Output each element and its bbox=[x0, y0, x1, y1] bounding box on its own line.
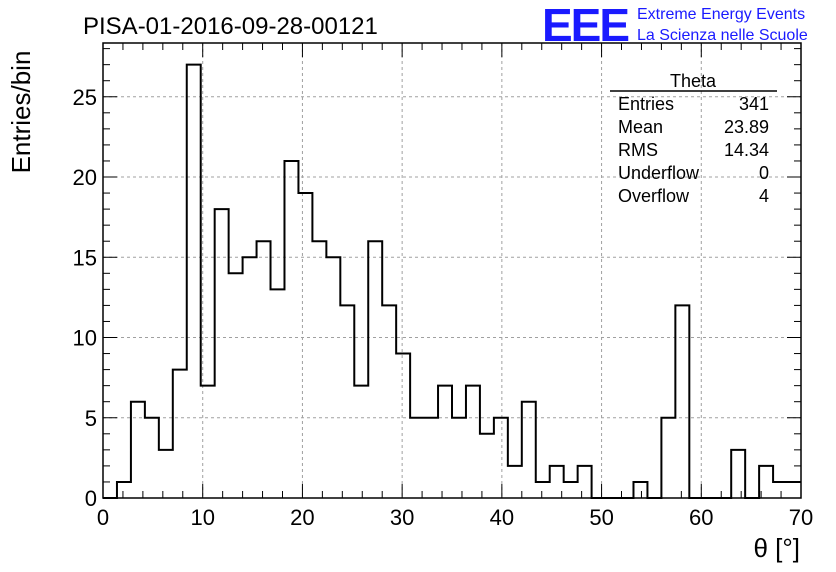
histogram-bin bbox=[522, 402, 536, 498]
stats-value-entries: 341 bbox=[739, 94, 769, 114]
stats-label-mean: Mean bbox=[618, 117, 663, 137]
y-tick-label: 25 bbox=[73, 85, 97, 110]
histogram-bin bbox=[187, 65, 201, 498]
y-tick-label: 0 bbox=[85, 486, 97, 511]
histogram-bin bbox=[438, 386, 452, 498]
histogram-bin bbox=[759, 466, 773, 498]
histogram-bin bbox=[424, 418, 438, 498]
stats-label-rms: RMS bbox=[618, 140, 658, 160]
x-tick-label: 50 bbox=[589, 505, 613, 530]
stats-title: Theta bbox=[670, 71, 717, 91]
histogram-bin bbox=[396, 354, 410, 498]
logo-subtitle-2: La Scienza nelle Scuole bbox=[637, 27, 808, 44]
stats-box: Theta Entries 341 Mean 23.89 RMS 14.34 U… bbox=[610, 71, 777, 206]
x-tick-label: 10 bbox=[190, 505, 214, 530]
histogram-outline bbox=[103, 63, 801, 499]
stats-value-underflow: 0 bbox=[759, 163, 769, 183]
chart-title: PISA-01-2016-09-28-00121 bbox=[83, 13, 378, 40]
y-tick-label: 20 bbox=[73, 165, 97, 190]
histogram-bin bbox=[536, 482, 550, 498]
histogram-bin bbox=[354, 386, 368, 498]
histogram-bin bbox=[494, 418, 508, 498]
histogram-bin bbox=[382, 305, 396, 498]
stats-value-rms: 14.34 bbox=[724, 140, 769, 160]
histogram-bin bbox=[257, 241, 271, 498]
histogram-bin bbox=[340, 305, 354, 498]
stats-value-mean: 23.89 bbox=[724, 117, 769, 137]
plot-frame bbox=[102, 42, 802, 499]
stats-label-entries: Entries bbox=[618, 94, 674, 114]
y-tick-label: 5 bbox=[85, 406, 97, 431]
histogram-bin bbox=[773, 482, 787, 498]
stats-label-overflow: Overflow bbox=[618, 186, 690, 206]
histogram-bin bbox=[284, 161, 298, 498]
x-axis-label: θ [°] bbox=[753, 533, 800, 563]
x-tick-label: 70 bbox=[789, 505, 813, 530]
histogram-bin bbox=[661, 418, 675, 498]
histogram-bin bbox=[271, 289, 285, 498]
histogram-bin bbox=[480, 434, 494, 498]
histogram-bin bbox=[173, 370, 187, 498]
histogram-bin bbox=[326, 257, 340, 498]
histogram-bin bbox=[410, 418, 424, 498]
histogram-bin bbox=[159, 450, 173, 498]
histogram-bin bbox=[633, 482, 647, 498]
histogram-bin bbox=[312, 241, 326, 498]
histogram-bin bbox=[675, 305, 689, 498]
histogram-bin bbox=[578, 466, 592, 498]
histogram-bin bbox=[243, 257, 257, 498]
histogram-bins bbox=[117, 65, 801, 498]
logo-subtitle-1: Extreme Energy Events bbox=[637, 6, 805, 23]
histogram-bin bbox=[131, 402, 145, 498]
histogram-bin bbox=[550, 466, 564, 498]
histogram-bin bbox=[466, 386, 480, 498]
histogram-bin bbox=[298, 193, 312, 498]
histogram-bin bbox=[215, 209, 229, 498]
x-tick-label: 40 bbox=[490, 505, 514, 530]
histogram-bin bbox=[564, 482, 578, 498]
histogram-bin bbox=[787, 482, 801, 498]
histogram-bin bbox=[731, 450, 745, 498]
stats-value-overflow: 4 bbox=[759, 186, 769, 206]
histogram-bin bbox=[145, 418, 159, 498]
histogram-bin bbox=[201, 386, 215, 498]
y-tick-label: 15 bbox=[73, 245, 97, 270]
y-tick-label: 10 bbox=[73, 326, 97, 351]
histogram-bin bbox=[452, 418, 466, 498]
histogram-bin bbox=[368, 241, 382, 498]
x-tick-label: 20 bbox=[290, 505, 314, 530]
x-tick-label: 30 bbox=[390, 505, 414, 530]
axis-ticks bbox=[102, 43, 802, 499]
x-tick-label: 0 bbox=[97, 505, 109, 530]
y-axis-label: Entries/bin bbox=[6, 51, 36, 174]
x-tick-label: 60 bbox=[689, 505, 713, 530]
stats-label-underflow: Underflow bbox=[618, 163, 700, 183]
histogram-bin bbox=[508, 466, 522, 498]
histogram-bin bbox=[229, 273, 243, 498]
histogram-bin bbox=[117, 482, 131, 498]
